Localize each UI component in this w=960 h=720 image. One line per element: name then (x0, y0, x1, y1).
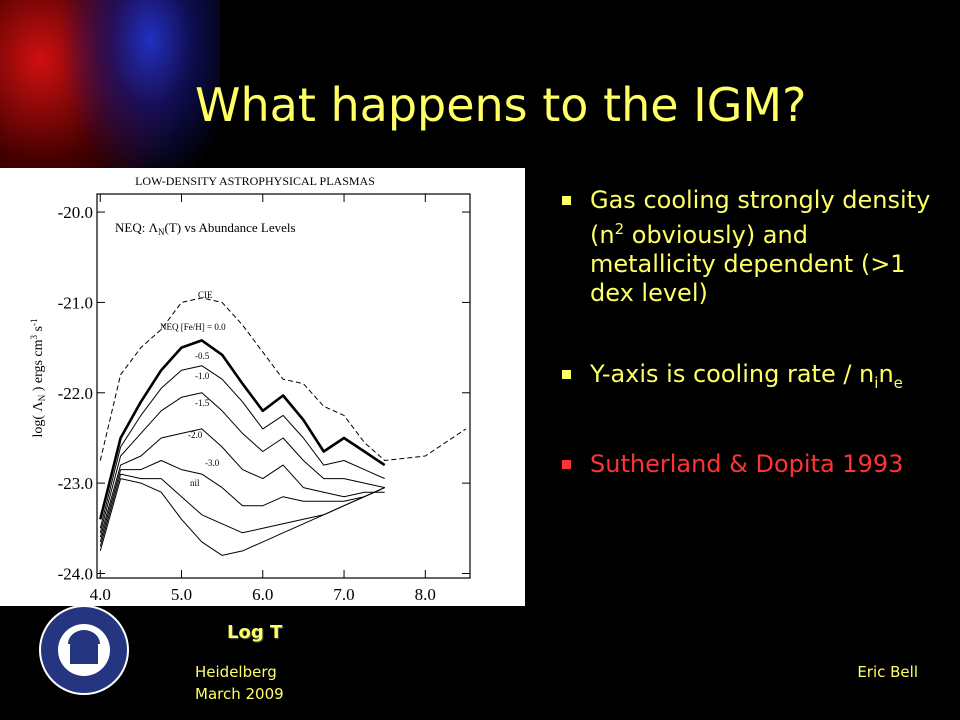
bullet: Y-axis is cooling rate / nine (560, 360, 940, 398)
footer-left: Heidelberg March 2009 (195, 661, 284, 705)
series-label: -1.5 (195, 398, 210, 408)
logo (39, 605, 129, 695)
text: s (31, 326, 46, 335)
text: 2 (614, 220, 625, 238)
background-glow (0, 0, 220, 200)
text: ) ergs cm (31, 339, 46, 394)
figure-title: LOW-DENSITY ASTROPHYSICAL PLASMAS (135, 174, 375, 188)
x-tick-label: 5.0 (171, 585, 192, 604)
series-line (99, 478, 385, 556)
text: i (874, 373, 879, 392)
text: Gas cooling strongly density (n (590, 186, 931, 249)
text: -1 (29, 319, 39, 327)
series-line (99, 460, 385, 543)
series-label: -0.5 (195, 351, 210, 361)
x-tick-label: 6.0 (252, 585, 273, 604)
series-line (99, 297, 467, 461)
series-label: NEQ [Fe/H] = 0.0 (160, 322, 226, 332)
figure-subtitle: NEQ: ΛN(T) vs Abundance Levels (115, 220, 296, 237)
text: (T) vs Abundance Levels (165, 220, 296, 235)
y-tick-label: -20.0 (58, 203, 93, 222)
text: 3 (29, 334, 39, 339)
logo-building (70, 644, 98, 664)
text: n (878, 360, 894, 388)
text: log( Λ (31, 400, 46, 437)
series-label: nil (190, 478, 200, 488)
y-tick-label: -24.0 (58, 564, 93, 583)
series-label: -3.0 (205, 458, 220, 468)
series-line (99, 365, 385, 529)
text: N (37, 394, 47, 401)
plot-frame (96, 193, 471, 579)
x-tick-label: 8.0 (415, 585, 436, 604)
series-label: CIE (198, 290, 213, 300)
bullet: Gas cooling strongly density (n2 obvious… (560, 186, 940, 308)
figure-background (0, 168, 525, 606)
text: obviously) and metallicity dependent (>1… (590, 221, 906, 307)
x-axis-label: Log T (227, 622, 283, 643)
text: Sutherland & Dopita 1993 (590, 449, 904, 478)
footer-right: Eric Bell (857, 663, 918, 681)
y-tick-label: -21.0 (58, 293, 93, 312)
text: Y-axis is cooling rate / n (590, 360, 875, 388)
x-tick-label: 7.0 (333, 585, 354, 604)
y-axis-label: log( ΛN ) ergs cm3 s-1 (29, 319, 47, 438)
series-label: -1.0 (195, 371, 210, 381)
bullet: Sutherland & Dopita 1993 (560, 450, 940, 479)
text: e (893, 373, 903, 392)
y-tick-label: -22.0 (58, 384, 93, 403)
slide-title: What happens to the IGM? (195, 78, 807, 132)
series-label: -2.0 (188, 430, 203, 440)
logo-dome (68, 630, 100, 644)
series-line (99, 339, 386, 520)
text: NEQ: Λ (115, 220, 159, 235)
series-line (99, 428, 385, 538)
x-tick-label: 4.0 (90, 585, 111, 604)
y-tick-label: -23.0 (58, 474, 93, 493)
bullet-list: Gas cooling strongly density (n2 obvious… (560, 186, 940, 531)
figure: LOW-DENSITY ASTROPHYSICAL PLASMAS NEQ: Λ… (0, 168, 525, 606)
text: Heidelberg (195, 663, 277, 681)
text: March 2009 (195, 685, 284, 703)
series-line (99, 392, 385, 533)
text: N (158, 227, 165, 237)
